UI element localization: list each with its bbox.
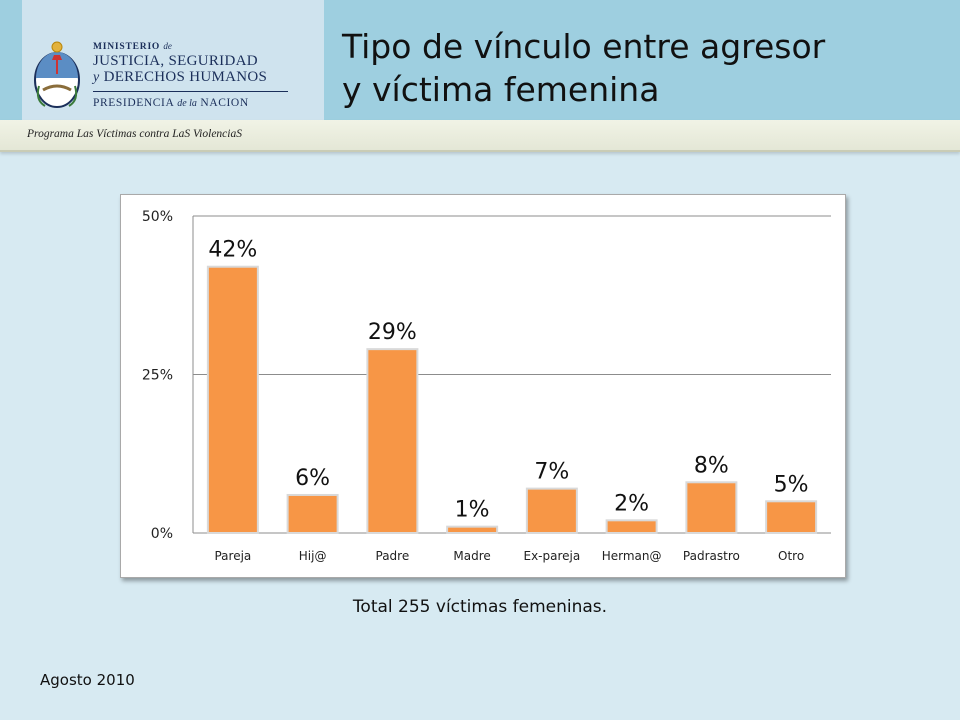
x-tick-label: Ex-pareja	[524, 549, 581, 563]
bar	[605, 519, 658, 535]
x-tick-label: Otro	[778, 549, 804, 563]
bar	[286, 493, 339, 534]
bar-chart: 0% 25% 50% 42% Pareja 6% Hij@ 29% Padre 1% Madre 7%…	[142, 209, 831, 563]
x-tick-label: Hij@	[299, 549, 327, 563]
x-tick-label: Padrastro	[683, 549, 740, 563]
chart-frame: 0% 25% 50% 42% Pareja 6% Hij@ 29% Padre 1% Madre 7%…	[120, 194, 846, 578]
y-tick-label: 0%	[151, 526, 173, 542]
data-label: 7%	[534, 460, 569, 485]
bar	[765, 500, 818, 534]
bar	[525, 487, 578, 534]
data-label: 29%	[368, 320, 417, 345]
total-caption: Total 255 víctimas femeninas.	[352, 597, 608, 617]
program-bar: Programa Las Víctimas contra LaS Violenc…	[0, 120, 960, 152]
bar	[366, 348, 419, 534]
x-tick-label: Herman@	[602, 549, 662, 563]
bar	[446, 525, 499, 535]
ministry-logo-text: MINISTERIO de JUSTICIA, SEGURIDAD y DERE…	[93, 40, 313, 111]
argentina-coat-of-arms-icon	[34, 41, 80, 108]
data-label: 8%	[694, 453, 729, 478]
data-label: 6%	[295, 466, 330, 491]
x-tick-label: Madre	[453, 549, 490, 563]
title-line-1: Tipo de vínculo entre agresor	[342, 27, 826, 66]
data-label: 1%	[455, 498, 490, 523]
page-title: Tipo de vínculo entre agresor y víctima …	[342, 25, 942, 111]
bar	[206, 265, 259, 534]
x-tick-label: Pareja	[214, 549, 251, 563]
y-tick-label: 50%	[142, 209, 173, 225]
y-tick-label: 25%	[142, 368, 173, 384]
data-label: 5%	[774, 472, 809, 497]
x-tick-label: Padre	[376, 549, 410, 563]
program-name: Programa Las Víctimas contra LaS Violenc…	[27, 128, 242, 140]
data-label: 2%	[614, 491, 649, 516]
date-label: Agosto 2010	[40, 671, 135, 689]
data-label: 42%	[208, 238, 257, 263]
bar	[685, 481, 738, 534]
title-line-2: y víctima femenina	[342, 70, 660, 109]
